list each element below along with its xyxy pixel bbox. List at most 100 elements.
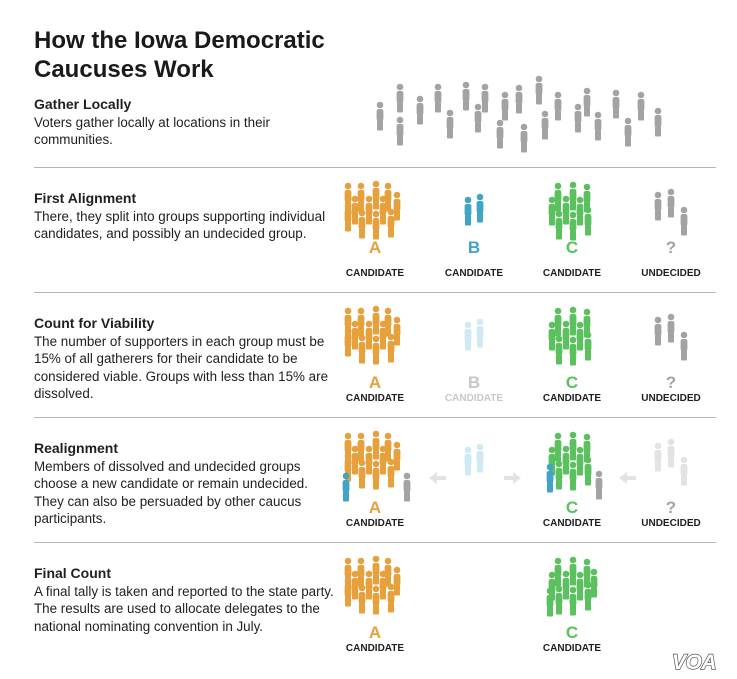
person-icon: [379, 195, 387, 225]
person-icon: [344, 432, 352, 462]
group-labels-first-alignment: A CANDIDATE B CANDIDATE C CANDIDATE ? UN…: [346, 238, 701, 279]
person-icon: [654, 191, 662, 221]
person-icon: [594, 111, 602, 141]
person-icon: [584, 206, 592, 236]
person-icon: [569, 431, 577, 461]
person-icon: [584, 331, 592, 361]
person-icon: [541, 110, 549, 140]
person-icon: [546, 587, 554, 617]
group-labels-count-for-viability: A CANDIDATE B CANDIDATE C CANDIDATE ? UN…: [346, 373, 701, 404]
person-icon: [637, 91, 645, 121]
people-layer: [342, 75, 688, 617]
person-icon: [569, 211, 577, 241]
person-icon: [680, 206, 688, 236]
section-text: The number of supporters in each group m…: [34, 334, 329, 401]
person-icon: [358, 459, 366, 489]
person-icon: [357, 182, 365, 212]
section-heading: Final Count: [34, 565, 111, 581]
group-label: CANDIDATE: [445, 393, 503, 404]
person-icon: [384, 307, 392, 337]
person-icon: [554, 182, 562, 212]
group-label: CANDIDATE: [543, 393, 601, 404]
person-icon: [365, 445, 373, 475]
group-letter-undecided: ?: [666, 238, 676, 257]
person-icon: [554, 557, 562, 587]
section-heading: First Alignment: [34, 190, 137, 206]
person-icon: [372, 585, 380, 615]
group-letter-a: A: [369, 373, 381, 392]
person-icon: [554, 91, 562, 121]
person-icon: [624, 117, 632, 147]
person-icon: [548, 446, 556, 476]
person-icon: [554, 432, 562, 462]
divider: [34, 167, 716, 168]
person-icon: [576, 196, 584, 226]
person-icon: [434, 83, 442, 113]
person-icon: [344, 327, 352, 357]
person-icon: [376, 101, 384, 131]
group-label: CANDIDATE: [543, 643, 601, 654]
person-icon: [569, 586, 577, 616]
section-heading: Realignment: [34, 440, 119, 456]
person-icon: [583, 308, 591, 338]
person-icon: [358, 584, 366, 614]
group-label: UNDECIDED: [641, 268, 700, 279]
person-icon: [574, 103, 582, 133]
person-icon: [387, 208, 395, 238]
section-heading: Count for Viability: [34, 315, 155, 331]
section-heading: Gather Locally: [34, 96, 132, 112]
person-icon: [342, 472, 350, 502]
person-icon: [583, 433, 591, 463]
person-icon: [387, 583, 395, 613]
group-label: CANDIDATE: [445, 268, 503, 279]
person-icon: [372, 210, 380, 240]
person-icon: [569, 181, 577, 211]
group-label: CANDIDATE: [543, 518, 601, 529]
group-letter-undecided: ?: [666, 498, 676, 517]
group-letter-c: C: [566, 623, 578, 642]
person-icon: [562, 445, 570, 475]
person-icon: [612, 89, 620, 119]
person-icon: [372, 460, 380, 490]
person-icon: [584, 581, 592, 611]
section-text: Members of dissolved and undecided group…: [34, 459, 308, 526]
person-icon: [384, 432, 392, 462]
person-icon: [372, 180, 380, 210]
person-icon: [393, 441, 401, 471]
person-icon: [351, 445, 359, 475]
person-icon: [667, 313, 675, 343]
person-icon: [365, 570, 373, 600]
person-icon: [576, 446, 584, 476]
person-icon: [667, 188, 675, 218]
person-icon: [476, 443, 484, 473]
person-icon: [464, 196, 472, 226]
person-icon: [562, 320, 570, 350]
divider: [34, 292, 716, 293]
person-icon: [358, 334, 366, 364]
person-icon: [654, 107, 662, 137]
person-icon: [555, 210, 563, 240]
person-icon: [535, 75, 543, 105]
person-icon: [569, 336, 577, 366]
person-icon: [379, 320, 387, 350]
person-icon: [555, 585, 563, 615]
person-icon: [344, 182, 352, 212]
section-text: There, they split into groups supporting…: [34, 209, 326, 242]
group-label: CANDIDATE: [346, 643, 404, 654]
person-icon: [496, 119, 504, 149]
person-icon: [476, 318, 484, 348]
group-letter-undecided: ?: [666, 373, 676, 392]
person-icon: [464, 321, 472, 351]
person-icon: [344, 577, 352, 607]
person-icon: [446, 109, 454, 139]
section-text: Voters gather locally at locations in th…: [34, 115, 270, 148]
arrow-left-icon: [619, 472, 636, 484]
person-icon: [555, 335, 563, 365]
person-icon: [344, 202, 352, 232]
person-icon: [501, 91, 509, 121]
group-letter-c: C: [566, 238, 578, 257]
divider: [34, 417, 716, 418]
person-icon: [372, 335, 380, 365]
person-icon: [548, 321, 556, 351]
person-icon: [387, 333, 395, 363]
